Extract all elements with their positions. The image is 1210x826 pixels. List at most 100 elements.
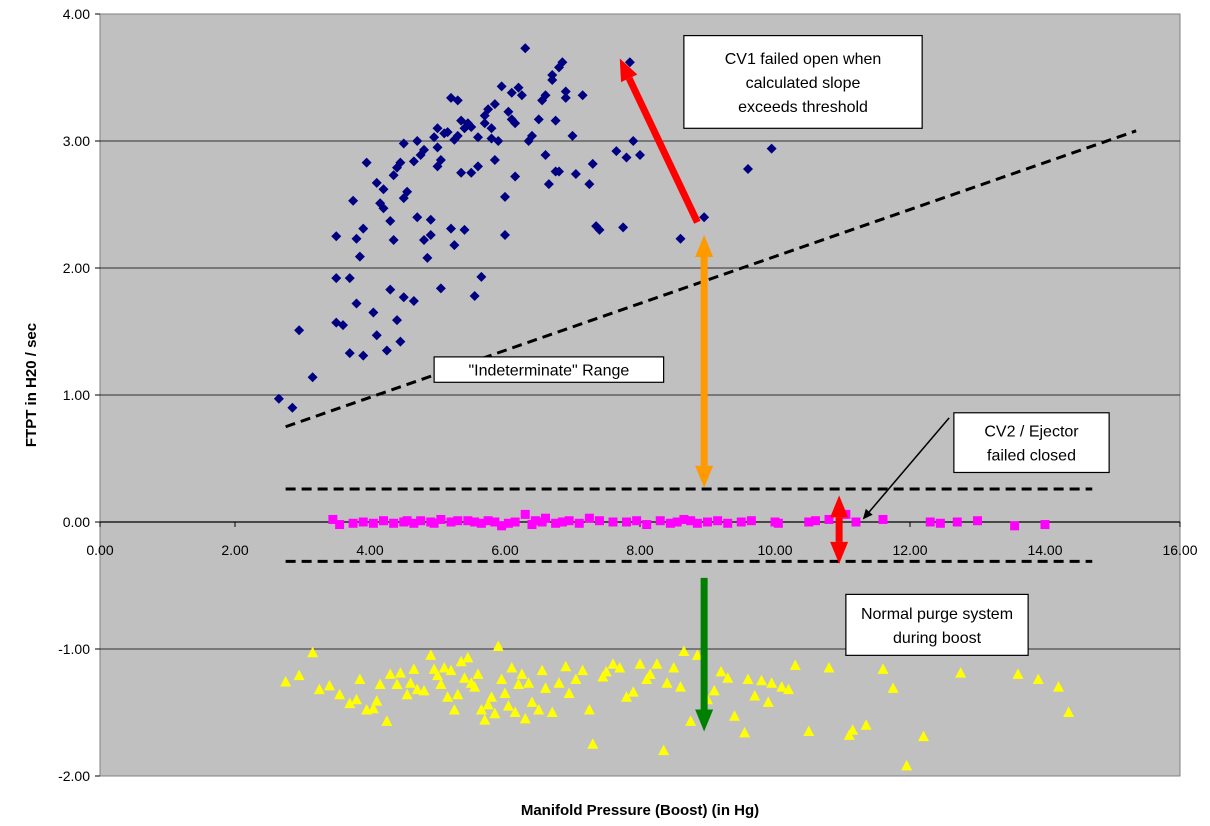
x-axis-title: Manifold Pressure (Boost) (in Hg) <box>521 802 759 819</box>
y-tick-label: 0.00 <box>63 514 90 530</box>
data-point-triangle <box>583 703 595 715</box>
data-point-triangle <box>715 665 727 677</box>
data-point-diamond <box>533 114 544 125</box>
annotation-text: Normal purge system <box>861 606 1013 623</box>
data-point-diamond <box>449 240 460 251</box>
data-point-diamond <box>699 212 710 223</box>
data-point-triangle <box>644 668 656 679</box>
data-point-diamond <box>351 233 362 244</box>
data-point-square <box>379 516 388 526</box>
data-point-diamond <box>361 157 372 168</box>
data-point-diamond <box>486 123 497 134</box>
data-point-diamond <box>547 75 558 86</box>
data-point-triangle <box>475 703 487 715</box>
data-point-diamond <box>435 155 446 166</box>
data-point-diamond <box>273 393 284 404</box>
data-point-triangle <box>887 682 899 693</box>
data-point-square <box>503 518 513 528</box>
data-point-diamond <box>543 179 554 190</box>
data-point-triangle <box>344 697 356 709</box>
annotation-box-bg <box>683 34 923 129</box>
data-point-triangle <box>405 677 416 688</box>
data-point-triangle <box>776 681 788 692</box>
arrow-head <box>695 234 714 257</box>
data-point-square <box>665 518 675 528</box>
data-point-triangle <box>729 710 740 721</box>
data-point-diamond <box>402 186 413 197</box>
arrow-head <box>619 58 638 83</box>
data-point-diamond <box>344 348 355 359</box>
data-point-diamond <box>419 144 429 155</box>
data-point-diamond <box>287 402 298 413</box>
data-point-diamond <box>500 229 510 240</box>
data-point-triangle <box>651 658 663 669</box>
data-point-triangle <box>614 662 626 673</box>
data-point-square <box>713 516 723 526</box>
data-point-square <box>470 517 480 527</box>
data-point-square <box>551 518 561 528</box>
data-point-square <box>973 516 982 526</box>
data-point-triangle <box>455 655 467 667</box>
data-point-triangle <box>516 668 528 679</box>
data-point-diamond <box>513 82 524 93</box>
data-point-triangle <box>448 703 460 715</box>
data-point-triangle <box>445 664 457 676</box>
data-point-square <box>416 516 426 526</box>
data-point-triangle <box>489 707 501 719</box>
data-point-diamond <box>392 315 402 326</box>
data-point-diamond <box>408 156 419 167</box>
data-point-square <box>811 516 820 526</box>
data-point-diamond <box>432 142 443 153</box>
data-point-triangle <box>367 702 379 714</box>
data-point-triangle <box>401 688 413 700</box>
x-axis-ticks: 0.00 2.00 4.00 6.00 8.00 10.00 12.00 14.00 16.00 <box>86 542 1197 558</box>
data-point-diamond <box>618 222 629 233</box>
annotation-text: exceeds threshold <box>738 99 868 116</box>
data-point-triangle <box>847 724 859 735</box>
x-tick-label: 14.00 <box>1027 542 1062 558</box>
data-point-triangle <box>513 678 524 690</box>
data-point-triangle <box>293 669 305 681</box>
data-point-diamond <box>331 231 342 242</box>
data-point-diamond <box>540 90 551 101</box>
data-point-triangle <box>546 706 558 717</box>
data-point-diamond <box>547 69 558 80</box>
data-point-triangle <box>955 667 967 678</box>
x-tick-label: 8.00 <box>626 542 653 558</box>
data-point-triangle <box>354 673 366 684</box>
data-point-square <box>686 516 696 526</box>
data-point-diamond <box>469 290 480 301</box>
data-point-diamond <box>358 223 369 234</box>
data-point-square <box>328 514 338 524</box>
data-points <box>273 43 1075 771</box>
annotation-box: CV1 failed open when calculated slope exce… <box>683 34 923 129</box>
data-point-triangle <box>739 726 751 738</box>
data-point-triangle <box>918 730 929 742</box>
data-point-triangle <box>789 659 801 671</box>
data-point-square <box>608 517 618 527</box>
data-point-diamond <box>503 106 514 117</box>
data-point-diamond <box>510 171 521 182</box>
data-point-diamond <box>432 123 443 134</box>
data-point-diamond <box>442 127 453 138</box>
data-point-triangle <box>749 689 761 701</box>
annotation-box-bg <box>953 412 1110 474</box>
data-point-triangle <box>432 669 443 681</box>
data-point-triangle <box>627 686 639 697</box>
data-point-triangle <box>1012 668 1024 679</box>
data-point-diamond <box>743 163 753 174</box>
data-point-triangle <box>307 646 319 658</box>
data-point-square <box>692 518 702 528</box>
data-point-triangle <box>394 667 406 678</box>
data-point-triangle <box>901 759 913 771</box>
data-point-diamond <box>307 372 318 383</box>
data-point-triangle <box>661 677 673 688</box>
threshold-lines <box>285 129 1137 563</box>
data-point-diamond <box>354 251 365 262</box>
data-point-diamond <box>527 130 537 141</box>
data-point-square <box>389 518 399 528</box>
threshold-line <box>285 129 1137 429</box>
data-point-diamond <box>371 177 382 188</box>
y-tick-label: 2.00 <box>63 260 90 276</box>
